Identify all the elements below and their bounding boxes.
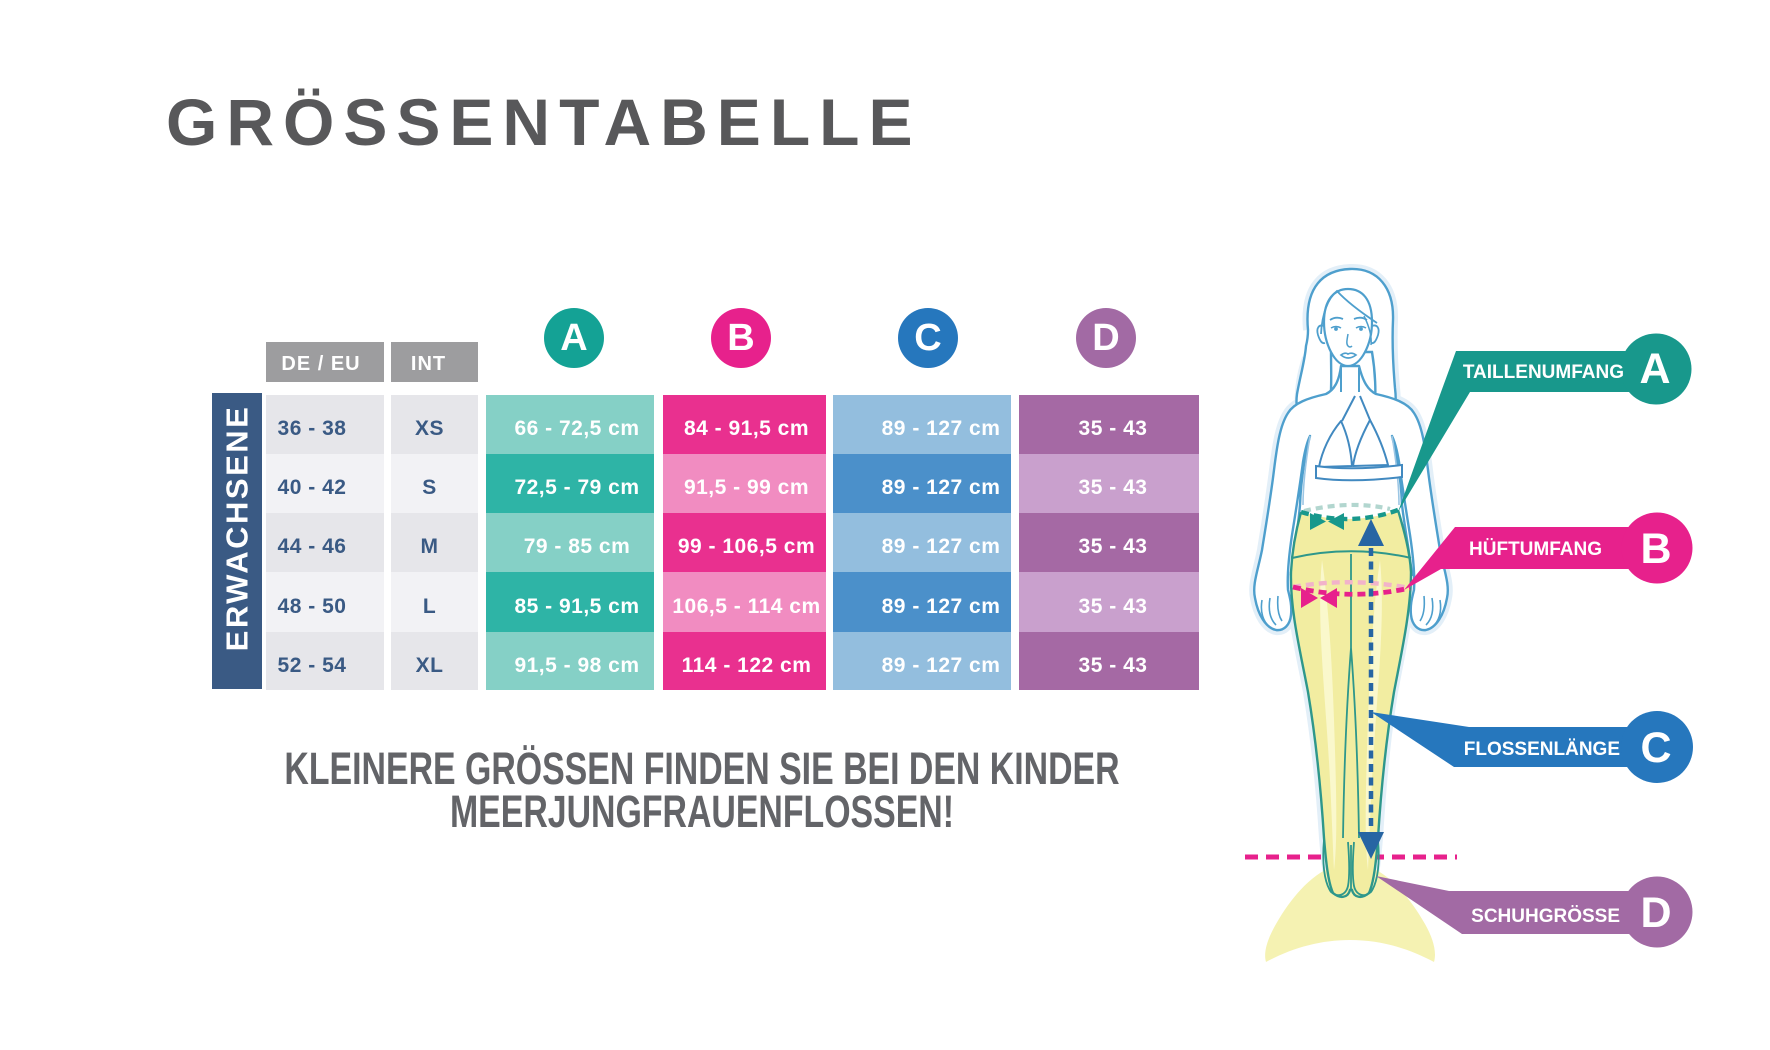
svg-text:TAILLENUMFANG: TAILLENUMFANG xyxy=(1463,362,1624,383)
svg-text:FLOSSENLÄNGE: FLOSSENLÄNGE xyxy=(1464,739,1620,760)
svg-text:SCHUHGRÖSSE: SCHUHGRÖSSE xyxy=(1471,906,1620,927)
svg-text:C: C xyxy=(1640,724,1671,772)
svg-text:B: B xyxy=(1640,525,1671,573)
svg-text:A: A xyxy=(1639,345,1670,393)
svg-text:D: D xyxy=(1640,889,1671,937)
svg-text:HÜFTUMFANG: HÜFTUMFANG xyxy=(1469,539,1602,560)
